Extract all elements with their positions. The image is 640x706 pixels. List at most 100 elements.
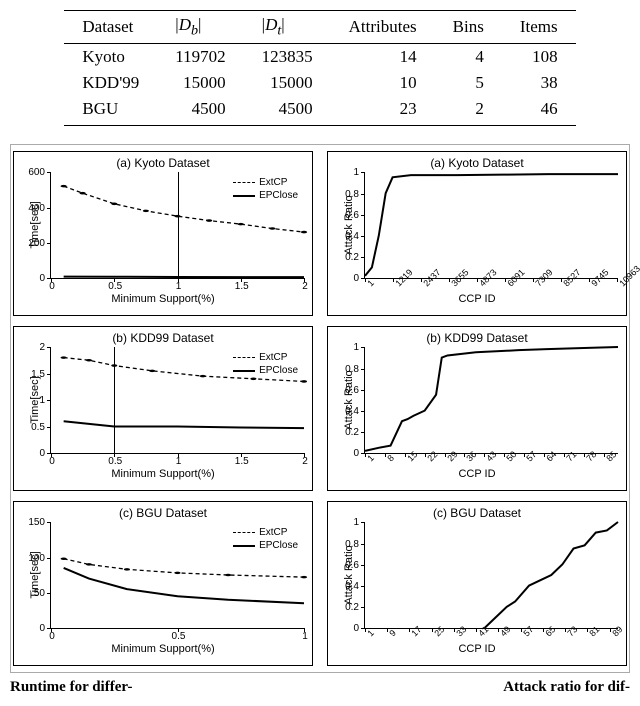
left-chart-panel: (c) BGU DatasetTime[sec]05010015000.51Ex…	[13, 501, 313, 666]
marker	[301, 576, 307, 579]
series-attack	[485, 522, 618, 628]
plot-area: Time[sec]00.511.5200.511.52ExtCPEPClose	[50, 347, 304, 454]
x-tick: 1	[178, 453, 179, 457]
legend-swatch	[233, 182, 255, 183]
x-axis-label: Minimum Support(%)	[16, 468, 310, 480]
legend: ExtCPEPClose	[233, 351, 298, 377]
x-tick: 1	[365, 628, 366, 632]
col-db: |Db|	[157, 11, 243, 44]
x-tick: 78	[584, 453, 585, 457]
legend-swatch	[233, 532, 255, 533]
marker	[250, 378, 256, 381]
legend-swatch	[233, 545, 255, 547]
legend: ExtCPEPClose	[233, 176, 298, 202]
table-cell: 4500	[244, 96, 331, 126]
x-tick: 1	[365, 453, 366, 457]
left-chart-panel: (b) KDD99 DatasetTime[sec]00.511.5200.51…	[13, 326, 313, 491]
col-dataset: Dataset	[64, 11, 157, 44]
x-tick: 81	[587, 628, 588, 632]
caption-right: Attack ratio for dif-	[503, 679, 630, 696]
legend-item: ExtCP	[233, 526, 298, 539]
marker	[301, 231, 307, 234]
y-axis-label: Attack Ratio	[343, 196, 355, 255]
left-chart-panel: (a) Kyoto DatasetTime[sec]020040060000.5…	[13, 151, 313, 316]
panel-title: (c) BGU Dataset	[16, 506, 310, 520]
panel-title: (b) KDD99 Dataset	[16, 331, 310, 345]
chart-svg	[365, 172, 618, 278]
x-axis-label: CCP ID	[330, 643, 624, 655]
y-axis-label: Attack Ratio	[343, 371, 355, 430]
x-tick: 49	[498, 628, 499, 632]
plot-area: Attack Ratio00.20.40.60.8111219243736554…	[364, 172, 618, 279]
marker	[174, 215, 180, 218]
table-cell: 10	[331, 70, 435, 96]
marker	[61, 185, 67, 188]
x-tick: 71	[564, 453, 565, 457]
marker	[200, 375, 206, 378]
marker	[269, 228, 275, 231]
series-EPClose	[64, 422, 304, 429]
table-cell: 123835	[244, 44, 331, 71]
table-cell: 4500	[157, 96, 243, 126]
table-cell: 23	[331, 96, 435, 126]
x-tick: 17	[409, 628, 410, 632]
legend-item: EPClose	[233, 189, 298, 202]
table-cell: BGU	[64, 96, 157, 126]
table-row: KDD'99150001500010538	[64, 70, 575, 96]
col-attributes: Attributes	[331, 11, 435, 44]
x-tick: 33	[454, 628, 455, 632]
table-cell: 15000	[157, 70, 243, 96]
legend-swatch	[233, 370, 255, 372]
x-tick: 1	[304, 628, 305, 632]
col-items: Items	[502, 11, 576, 44]
marker	[149, 370, 155, 373]
dataset-table: Dataset |Db| |Dt| Attributes Bins Items …	[64, 10, 575, 126]
legend-item: EPClose	[233, 364, 298, 377]
y-axis-label: Attack Ratio	[343, 546, 355, 605]
x-tick: 8527	[561, 278, 562, 282]
marker	[111, 203, 117, 206]
right-chart-panel: (b) KDD99 DatasetAttack Ratio00.20.40.60…	[327, 326, 627, 491]
x-tick: 65	[543, 628, 544, 632]
marker	[86, 359, 92, 362]
x-axis-label: Minimum Support(%)	[16, 643, 310, 655]
legend-label: EPClose	[259, 364, 298, 377]
series-attack	[365, 175, 618, 277]
x-tick: 0	[51, 278, 52, 282]
marker	[61, 558, 67, 561]
marker	[225, 574, 231, 577]
table-cell: 5	[435, 70, 502, 96]
table-cell: 14	[331, 44, 435, 71]
x-tick: 4873	[477, 278, 478, 282]
table-cell: Kyoto	[64, 44, 157, 71]
legend-label: ExtCP	[259, 526, 287, 539]
panel-title: (c) BGU Dataset	[330, 506, 624, 520]
x-tick: 0.5	[178, 628, 179, 632]
x-axis-label: Minimum Support(%)	[16, 293, 310, 305]
legend: ExtCPEPClose	[233, 526, 298, 552]
col-bins: Bins	[435, 11, 502, 44]
plot-area: Attack Ratio00.20.40.60.8119172533414957…	[364, 522, 618, 629]
legend-swatch	[233, 357, 255, 358]
x-tick: 0.5	[114, 278, 115, 282]
caption-row: Runtime for differ- Attack ratio for dif…	[10, 679, 630, 696]
x-tick: 1.5	[241, 278, 242, 282]
x-tick: 15	[405, 453, 406, 457]
x-tick: 50	[504, 453, 505, 457]
legend-label: ExtCP	[259, 351, 287, 364]
marker	[238, 223, 244, 226]
x-tick: 3655	[449, 278, 450, 282]
marker	[86, 564, 92, 567]
chart-svg	[365, 347, 618, 453]
plot-area: Time[sec]05010015000.51ExtCPEPClose	[50, 522, 304, 629]
x-tick: 73	[565, 628, 566, 632]
marker	[143, 210, 149, 213]
marker	[174, 572, 180, 575]
series-ExtCP	[64, 559, 304, 577]
x-tick: 0.5	[114, 453, 115, 457]
legend-item: ExtCP	[233, 351, 298, 364]
panel-title: (a) Kyoto Dataset	[330, 156, 624, 170]
table-header-row: Dataset |Db| |Dt| Attributes Bins Items	[64, 11, 575, 44]
plot-area: Attack Ratio00.20.40.60.8118152229364350…	[364, 347, 618, 454]
marker	[124, 568, 130, 571]
